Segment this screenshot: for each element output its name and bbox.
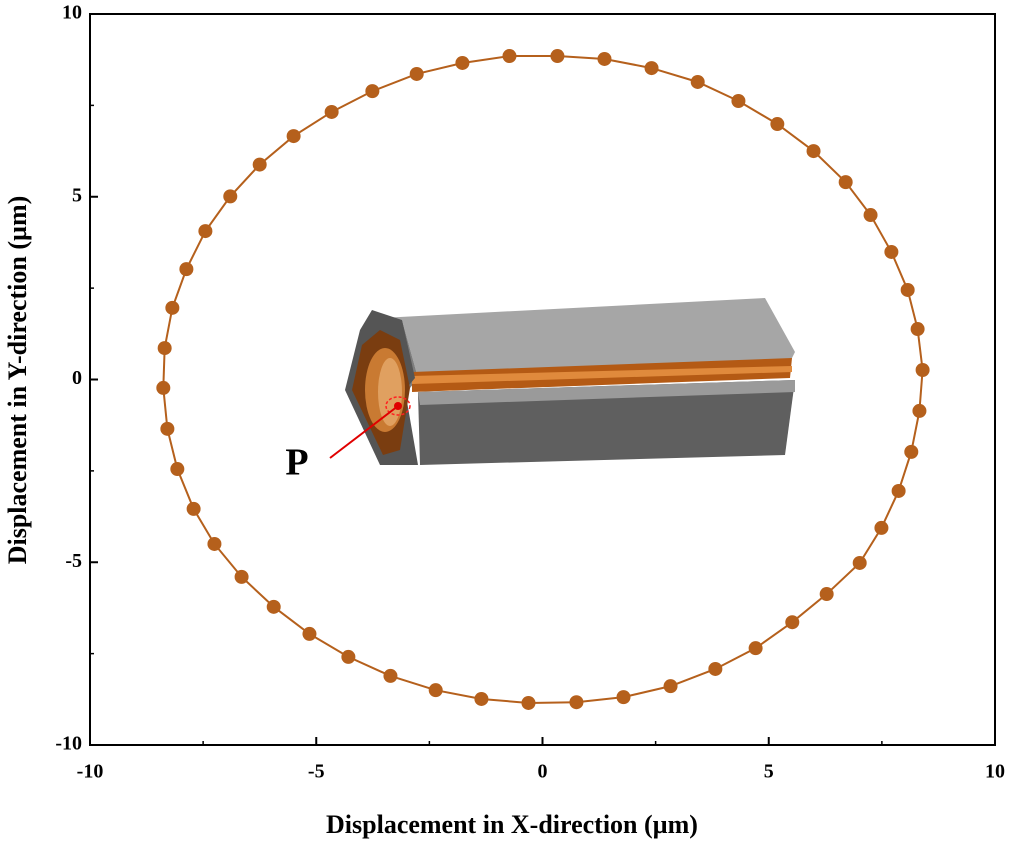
data-point — [663, 679, 678, 694]
data-point — [286, 129, 301, 144]
data-point — [597, 51, 612, 66]
data-point — [341, 649, 356, 664]
data-point — [234, 569, 249, 584]
data-point — [365, 84, 380, 99]
data-point — [891, 483, 906, 498]
data-point — [900, 282, 915, 297]
data-point — [915, 362, 930, 377]
data-point — [170, 462, 185, 477]
data-point — [912, 403, 927, 418]
x-tick-label: 5 — [764, 761, 774, 783]
data-point — [266, 599, 281, 614]
y-tick-label: -5 — [65, 550, 82, 572]
x-tick-label: -5 — [308, 761, 325, 783]
data-point — [874, 520, 889, 535]
data-point — [550, 49, 565, 64]
data-point — [207, 536, 222, 551]
data-point — [770, 117, 785, 132]
y-tick-label: 5 — [72, 184, 82, 206]
fiber-illustration — [329, 298, 795, 465]
data-point — [819, 587, 834, 602]
data-point — [165, 300, 180, 315]
data-point — [708, 661, 723, 676]
data-point — [198, 224, 213, 239]
data-point — [904, 444, 919, 459]
y-tick-label: -10 — [55, 733, 82, 755]
y-axis-label: Displacement in Y-direction (µm) — [3, 196, 32, 565]
data-point — [160, 421, 175, 436]
data-point — [179, 262, 194, 277]
data-point — [223, 189, 238, 204]
data-point — [748, 641, 763, 656]
data-point — [616, 690, 631, 705]
y-tick-label: 0 — [72, 367, 82, 389]
data-point — [156, 380, 171, 395]
data-point — [302, 626, 317, 641]
data-point — [884, 244, 899, 259]
data-point — [157, 341, 172, 356]
data-point — [731, 93, 746, 108]
data-point — [863, 208, 878, 223]
data-point — [785, 615, 800, 630]
data-point — [852, 555, 867, 570]
data-point — [569, 695, 584, 710]
data-point — [324, 104, 339, 119]
x-tick-label: 0 — [538, 761, 548, 783]
y-tick-label: 10 — [62, 2, 82, 24]
data-point — [383, 668, 398, 683]
x-tick-label: -10 — [77, 761, 104, 783]
data-point — [910, 322, 925, 337]
data-point — [521, 695, 536, 710]
data-point — [502, 49, 517, 64]
x-axis-label: Displacement in X-direction (µm) — [326, 810, 698, 839]
data-point — [806, 144, 821, 159]
data-point — [690, 74, 705, 89]
data-point — [252, 157, 267, 172]
data-point — [474, 691, 489, 706]
data-point — [428, 683, 443, 698]
data-point — [644, 61, 659, 76]
data-point — [838, 175, 853, 190]
data-point — [455, 55, 470, 70]
annotation: P — [285, 442, 308, 484]
data-point — [409, 66, 424, 81]
data-point — [186, 501, 201, 516]
x-tick-label: 10 — [985, 761, 1005, 783]
